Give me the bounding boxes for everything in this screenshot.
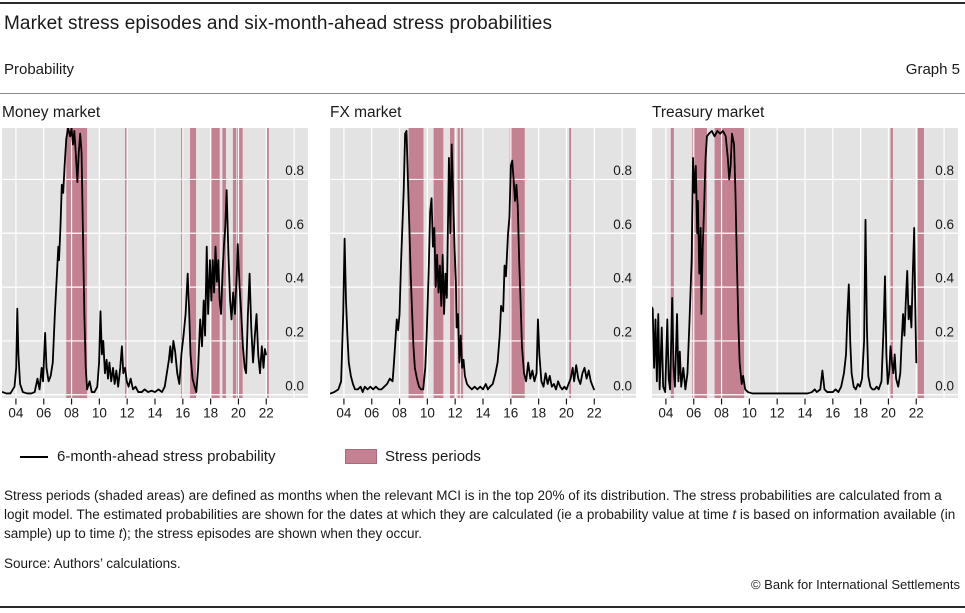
panel-title-treasury-market: Treasury market bbox=[652, 104, 765, 121]
y-axis-tick-label: 0.0 bbox=[285, 378, 304, 393]
y-axis-tick-label: 0.6 bbox=[613, 217, 632, 232]
x-axis-tick-label: 08 bbox=[392, 406, 407, 421]
stress-band bbox=[232, 128, 237, 398]
y-axis-tick-label: 0.4 bbox=[285, 271, 304, 286]
x-axis-tick-label: 08 bbox=[64, 406, 79, 421]
x-axis-tick-label: 18 bbox=[531, 406, 546, 421]
x-axis-tick-label: 04 bbox=[8, 406, 24, 421]
legend-item-probability-line: 6-month-ahead stress probability bbox=[20, 448, 275, 465]
x-axis-tick-label: 06 bbox=[36, 406, 51, 421]
stress-band bbox=[890, 128, 893, 398]
x-axis-tick-label: 22 bbox=[259, 406, 274, 421]
stress-band bbox=[190, 128, 197, 398]
stress-band bbox=[125, 128, 128, 398]
y-axis-tick-label: 0.0 bbox=[935, 378, 954, 393]
panel-fx-market: FX market 0.0 0.2 0.4 0.6 0.8 04 06 08 10 12 14 16 1… bbox=[330, 104, 636, 420]
stress-band bbox=[461, 128, 464, 398]
x-axis-tick-label: 18 bbox=[203, 406, 218, 421]
page-title: Market stress episodes and six-month-ahe… bbox=[4, 13, 553, 34]
legend-line-label: 6-month-ahead stress probability bbox=[57, 448, 276, 465]
legend-band-label: Stress periods bbox=[385, 448, 481, 465]
x-axis-tick-label: 22 bbox=[909, 406, 924, 421]
copyright-text: © Bank for International Settlements bbox=[750, 577, 960, 592]
x-axis-tick-label: 16 bbox=[825, 406, 840, 421]
header-divider bbox=[0, 93, 965, 94]
y-axis-tick-label: 0.4 bbox=[613, 271, 632, 286]
y-axis-tick-label: 0.6 bbox=[935, 217, 954, 232]
panel-money-market: Money market 0.0 0.2 0.4 0.6 0.8 04 06 08 10 12 14… bbox=[2, 104, 308, 420]
x-axis-tick-label: 12 bbox=[448, 406, 463, 421]
x-axis-tick-label: 06 bbox=[364, 406, 379, 421]
stress-band bbox=[266, 128, 269, 398]
y-axis-tick-label: 0.0 bbox=[613, 378, 632, 393]
x-axis-tick-label: 04 bbox=[658, 406, 674, 421]
y-axis-tick-label: 0.2 bbox=[285, 324, 304, 339]
stress-band bbox=[237, 128, 243, 398]
graph-number-label: Graph 5 bbox=[905, 61, 960, 78]
probability-line bbox=[652, 130, 918, 395]
x-axis-tick-label: 12 bbox=[120, 406, 135, 421]
x-axis-tick-label: 16 bbox=[503, 406, 518, 421]
panel-title-money-market: Money market bbox=[2, 104, 101, 121]
stress-band bbox=[917, 128, 924, 398]
money-market-plot: 0.0 0.2 0.4 0.6 0.8 04 06 08 10 12 14 16 18 20 22 bbox=[2, 128, 308, 420]
band-swatch-icon bbox=[345, 449, 377, 464]
stress-band bbox=[457, 128, 460, 398]
y-axis-tick-label: 0.8 bbox=[935, 163, 954, 178]
x-axis-tick-label: 14 bbox=[797, 406, 813, 421]
y-axis-tick-label: 0.4 bbox=[935, 271, 954, 286]
y-axis-unit-label: Probability bbox=[4, 61, 75, 78]
x-axis-tick-label: 20 bbox=[881, 406, 896, 421]
legend-item-stress-periods: Stress periods bbox=[345, 448, 481, 465]
x-axis-tick-label: 10 bbox=[742, 406, 757, 421]
line-swatch-icon bbox=[20, 455, 48, 458]
x-axis-tick-label: 20 bbox=[559, 406, 574, 421]
x-axis-tick-label: 12 bbox=[770, 406, 785, 421]
x-axis-tick-label: 14 bbox=[475, 406, 491, 421]
y-axis-tick-label: 0.2 bbox=[935, 324, 954, 339]
bottom-rule bbox=[0, 606, 965, 608]
stress-band bbox=[433, 128, 444, 398]
stress-band bbox=[450, 128, 455, 398]
y-axis-tick-label: 0.6 bbox=[285, 217, 304, 232]
panel-treasury-market: Treasury market 0.0 0.2 0.4 0.6 0.8 04 06 08 10 1… bbox=[652, 104, 958, 420]
panel-title-fx-market: FX market bbox=[330, 104, 402, 121]
footnote-text: Stress periods (shaded areas) are define… bbox=[4, 488, 956, 541]
fx-market-plot: 0.0 0.2 0.4 0.6 0.8 04 06 08 10 12 14 16 18 20 22 bbox=[330, 128, 636, 420]
x-axis-tick-label: 14 bbox=[147, 406, 163, 421]
probability-line bbox=[2, 128, 267, 395]
x-axis-tick-label: 16 bbox=[175, 406, 190, 421]
stress-band bbox=[670, 128, 674, 398]
x-axis-tick-label: 10 bbox=[92, 406, 107, 421]
source-text: Source: Authors’ calculations. bbox=[4, 556, 181, 571]
stress-band bbox=[222, 128, 226, 398]
x-axis-tick-label: 18 bbox=[853, 406, 868, 421]
x-axis-tick-label: 08 bbox=[714, 406, 729, 421]
x-axis-tick-label: 06 bbox=[686, 406, 701, 421]
stress-band bbox=[181, 128, 184, 398]
y-axis-tick-label: 0.2 bbox=[613, 324, 632, 339]
stress-band bbox=[569, 128, 572, 398]
x-axis-tick-label: 04 bbox=[336, 406, 352, 421]
x-axis-tick-label: 22 bbox=[587, 406, 602, 421]
probability-line bbox=[330, 130, 595, 395]
top-rule bbox=[0, 2, 965, 4]
y-axis-tick-label: 0.8 bbox=[285, 163, 304, 178]
treasury-market-plot: 0.0 0.2 0.4 0.6 0.8 04 06 08 10 12 14 16 18 20 22 bbox=[652, 128, 958, 420]
x-axis-tick-label: 20 bbox=[231, 406, 246, 421]
x-axis-tick-label: 10 bbox=[420, 406, 435, 421]
y-axis-tick-label: 0.8 bbox=[613, 163, 632, 178]
